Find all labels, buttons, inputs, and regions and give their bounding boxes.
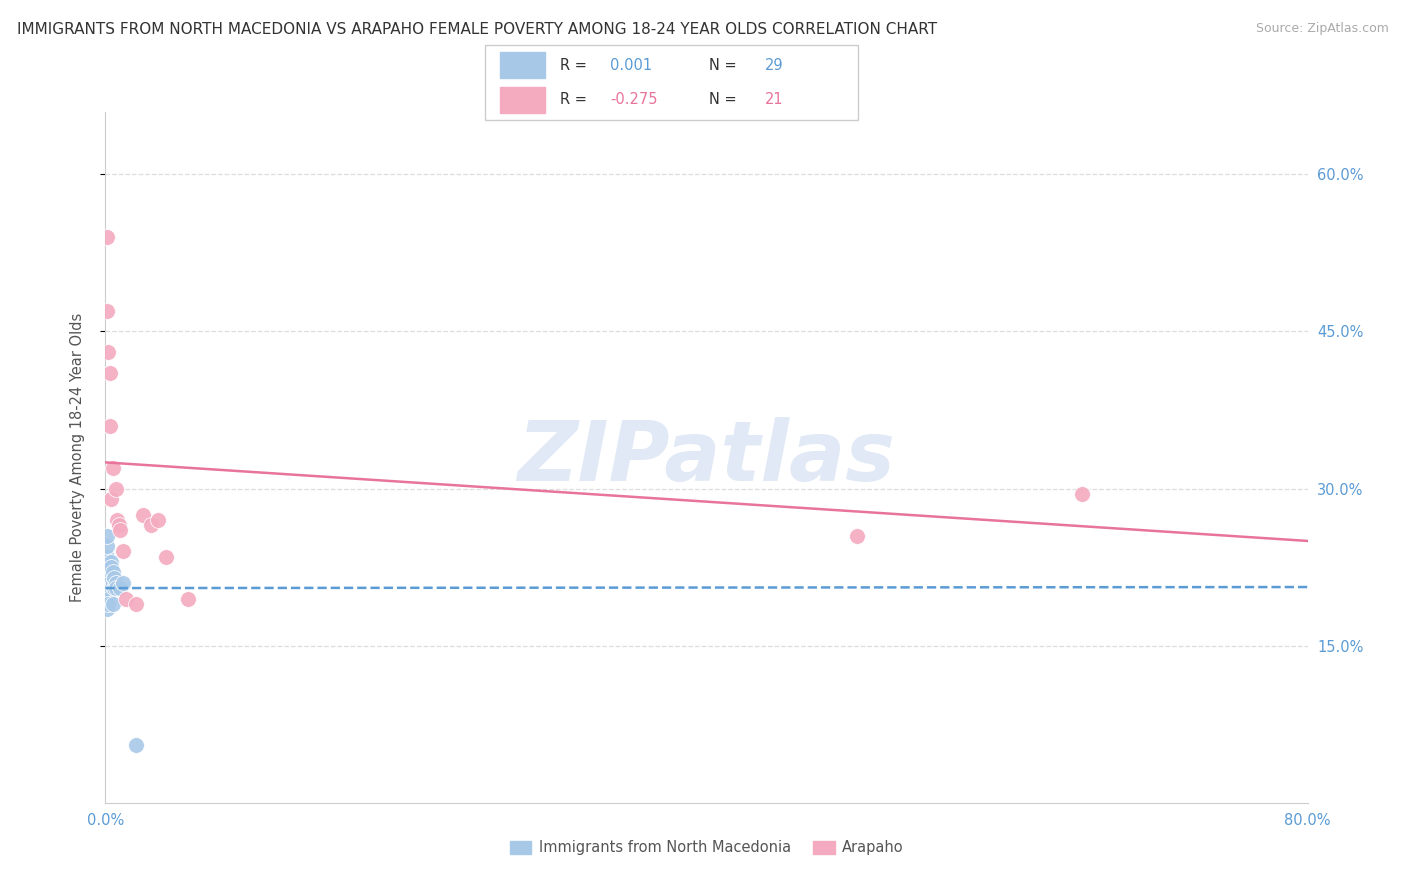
Text: R =: R = — [560, 58, 586, 72]
Point — [98, 571, 121, 585]
Point — [132, 508, 155, 522]
Text: 0.001: 0.001 — [610, 58, 652, 72]
Point — [101, 597, 124, 611]
Point — [110, 524, 132, 538]
Point — [124, 597, 146, 611]
Point — [96, 586, 118, 600]
Point — [110, 581, 132, 595]
Text: N =: N = — [709, 93, 737, 107]
Point — [845, 529, 868, 543]
Point — [101, 566, 124, 580]
Point — [96, 549, 118, 564]
FancyBboxPatch shape — [485, 45, 858, 120]
Text: 21: 21 — [765, 93, 783, 107]
Point — [103, 581, 125, 595]
Bar — [501, 52, 544, 78]
Point — [96, 529, 118, 543]
Point — [97, 571, 120, 585]
Point — [177, 591, 200, 606]
Point — [104, 581, 127, 595]
Point — [103, 571, 125, 585]
Point — [96, 230, 118, 244]
Point — [96, 303, 118, 318]
Bar — [501, 87, 544, 112]
Text: -0.275: -0.275 — [610, 93, 658, 107]
Text: 80.0%: 80.0% — [1284, 814, 1331, 828]
Point — [139, 518, 162, 533]
Point — [100, 491, 122, 506]
Point — [100, 560, 122, 574]
Point — [146, 513, 169, 527]
Text: 29: 29 — [765, 58, 783, 72]
Point — [96, 581, 118, 595]
Point — [96, 539, 118, 553]
Point — [96, 591, 118, 606]
Point — [104, 575, 127, 590]
Y-axis label: Female Poverty Among 18-24 Year Olds: Female Poverty Among 18-24 Year Olds — [70, 312, 84, 602]
Point — [96, 571, 118, 585]
Point — [96, 602, 118, 616]
Point — [155, 549, 177, 564]
Point — [107, 513, 129, 527]
Point — [97, 581, 120, 595]
Point — [98, 560, 121, 574]
Text: IMMIGRANTS FROM NORTH MACEDONIA VS ARAPAHO FEMALE POVERTY AMONG 18-24 YEAR OLDS : IMMIGRANTS FROM NORTH MACEDONIA VS ARAPA… — [17, 22, 936, 37]
Point — [115, 591, 138, 606]
Point — [96, 560, 118, 574]
Point — [96, 597, 118, 611]
Point — [100, 555, 122, 569]
Point — [98, 418, 121, 433]
Text: 0.0%: 0.0% — [87, 814, 124, 828]
Point — [98, 575, 121, 590]
Point — [104, 482, 127, 496]
Point — [112, 575, 135, 590]
Text: R =: R = — [560, 93, 586, 107]
Point — [101, 575, 124, 590]
Text: N =: N = — [709, 58, 737, 72]
Point — [1071, 487, 1094, 501]
Point — [108, 518, 131, 533]
Point — [112, 544, 135, 558]
Legend: Immigrants from North Macedonia, Arapaho: Immigrants from North Macedonia, Arapaho — [503, 835, 910, 861]
Point — [98, 367, 121, 381]
Text: ZIPatlas: ZIPatlas — [517, 417, 896, 498]
Text: Source: ZipAtlas.com: Source: ZipAtlas.com — [1256, 22, 1389, 36]
Point — [101, 460, 124, 475]
Point — [97, 591, 120, 606]
Point — [124, 738, 146, 752]
Point — [97, 345, 120, 359]
Point — [97, 597, 120, 611]
